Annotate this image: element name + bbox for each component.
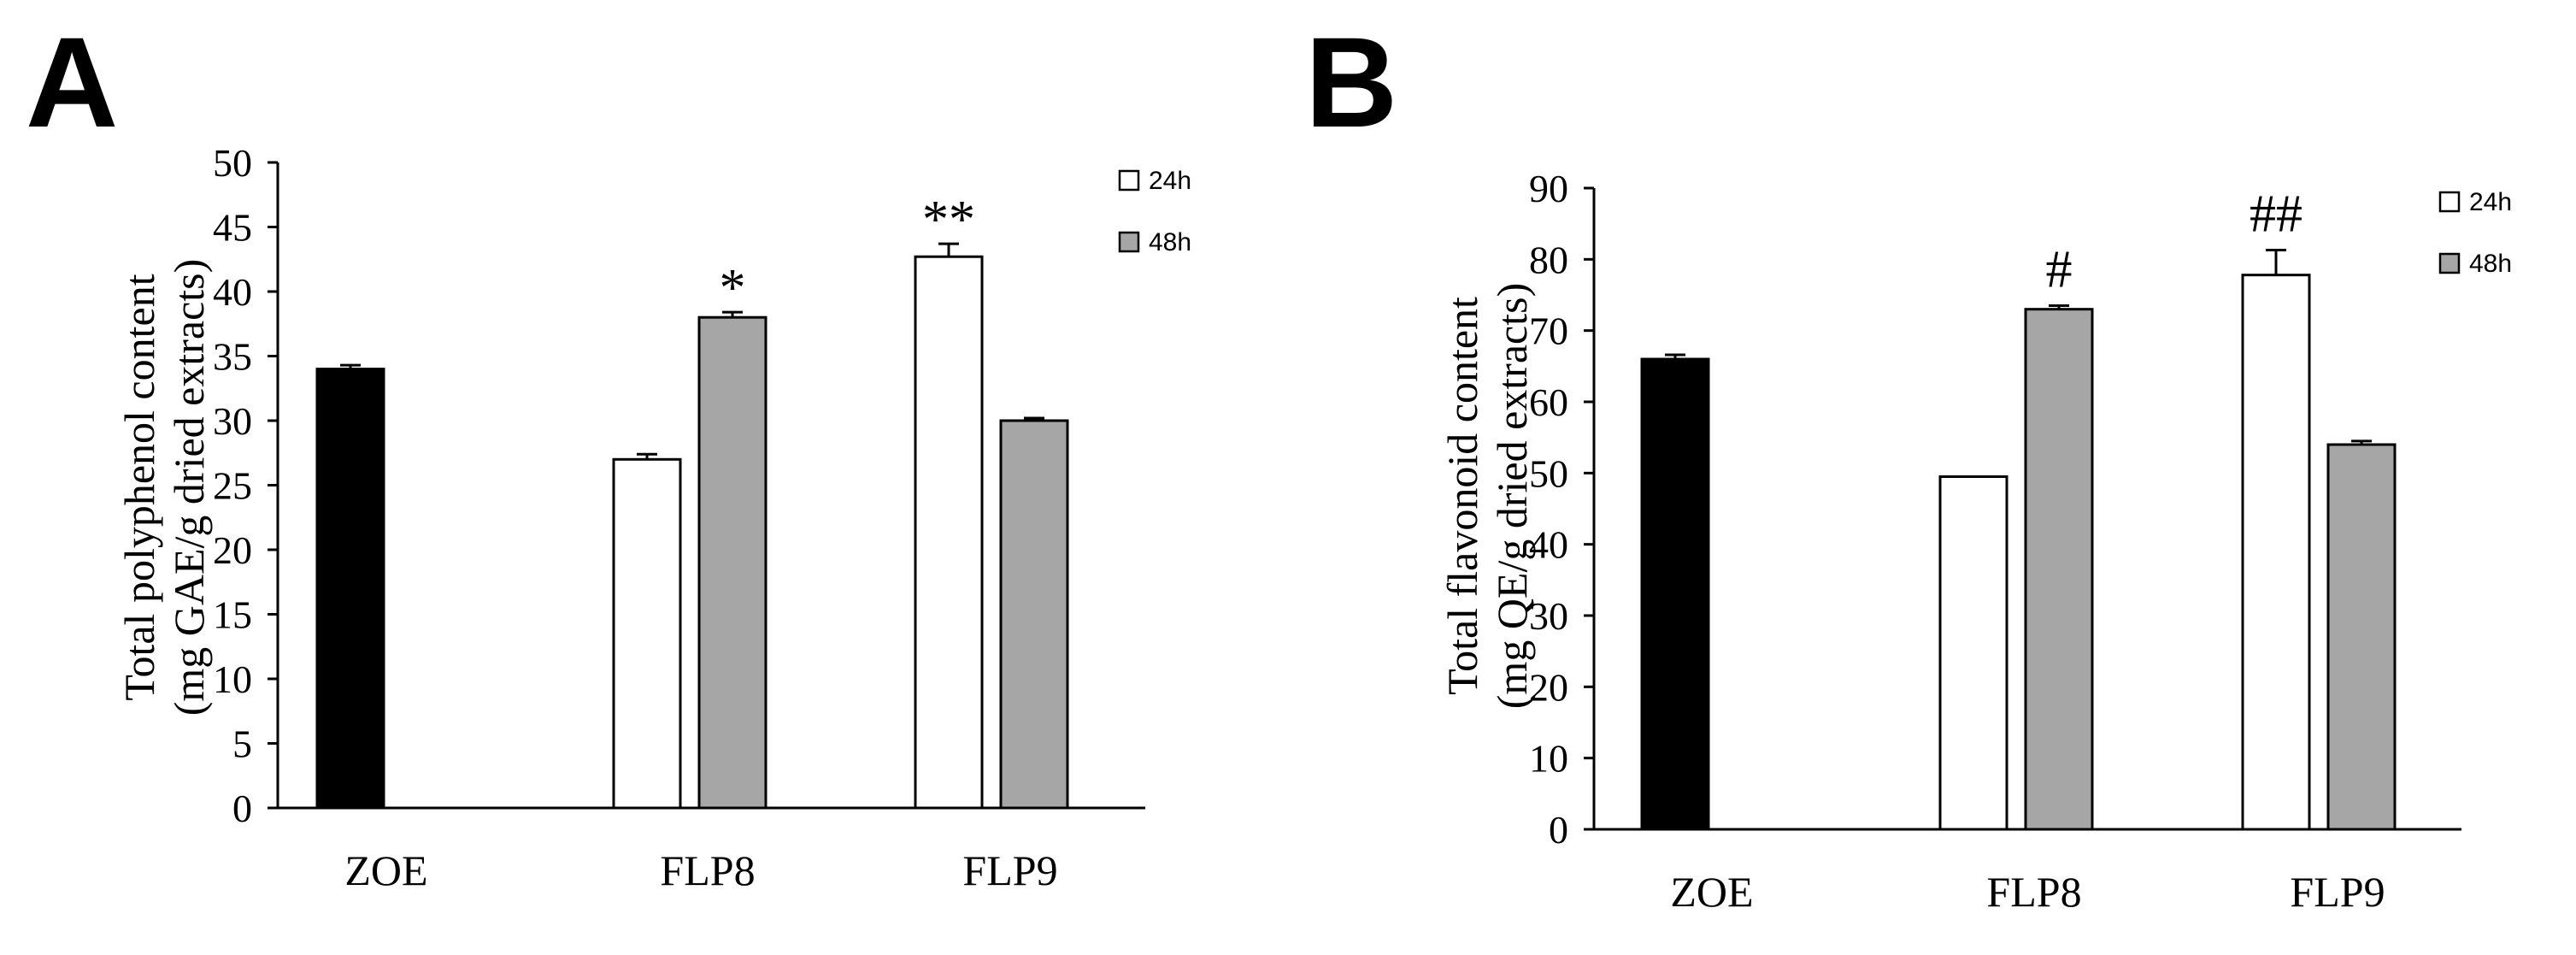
- y-tick-label: 40: [213, 270, 252, 314]
- y-tick-label: 20: [1529, 665, 1568, 709]
- bar-flp9-48h: [999, 419, 1069, 810]
- significance-mark: **: [922, 191, 975, 249]
- y-tick-label: 30: [213, 399, 252, 443]
- legend-label: 24h: [2469, 188, 2512, 216]
- bar-zoe-control: [315, 368, 385, 810]
- legend: 24h 48h: [1118, 167, 1191, 256]
- legend-label: 48h: [1149, 228, 1191, 256]
- bar-flp9-24h: [914, 255, 984, 810]
- legend-label: 24h: [1149, 167, 1191, 195]
- y-tick-label: 45: [213, 206, 252, 250]
- y-axis-label-line2: (mg QE/g dried extracts): [1488, 283, 1536, 709]
- x-tick-label: FLP8: [660, 846, 755, 894]
- chart-panel-b: B 0 10 20 30 40 50 60 70 80 90 ZOE FLP8 FLP9 Total fla…: [1305, 10, 2512, 916]
- y-axis-label-line1: Total polyphenol content: [115, 274, 163, 700]
- bar-flp8-24h: [612, 457, 682, 810]
- legend-swatch: [1118, 169, 1140, 192]
- y-tick-label: 0: [232, 787, 252, 830]
- bar-flp9-24h: [2241, 274, 2311, 831]
- x-tick-label: ZOE: [1670, 868, 1753, 916]
- bar-flp8-24h: [1938, 475, 2008, 831]
- x-tick-label: FLP8: [1986, 868, 2081, 916]
- legend-swatch: [2438, 252, 2461, 274]
- x-tick-label: FLP9: [2290, 868, 2385, 916]
- y-tick-label: 80: [1529, 238, 1568, 281]
- y-tick-label: 50: [213, 141, 252, 185]
- significance-mark: ##: [2250, 186, 2303, 244]
- chart-panel-a: A 0 5 10 15 20 25 30 35 40 45 50 ZOE FLP8 FLP9 Total po…: [26, 10, 1191, 894]
- y-tick-label: 5: [232, 722, 252, 766]
- panel-letter: A: [26, 10, 118, 154]
- y-tick-label: 10: [213, 657, 252, 701]
- y-tick-label: 40: [1529, 523, 1568, 567]
- x-tick-label: ZOE: [344, 846, 427, 894]
- y-tick-label: 0: [1549, 808, 1568, 852]
- x-tick-label: FLP9: [962, 846, 1057, 894]
- y-axis-label: Total flavonoid content(mg QE/g dried ex…: [1438, 283, 1536, 709]
- legend-label: 48h: [2469, 250, 2512, 278]
- legend-swatch: [2438, 191, 2461, 213]
- y-tick-label: 30: [1529, 594, 1568, 638]
- y-axis-label-line1: Total flavonoid content: [1438, 297, 1486, 695]
- legend-swatch: [1118, 231, 1140, 253]
- y-axis-label-line2: (mg GAE/g dried extracts): [165, 259, 213, 716]
- y-tick-label: 50: [1529, 451, 1568, 495]
- panel-letter: B: [1305, 10, 1397, 154]
- bar-flp8-48h: [2024, 308, 2094, 831]
- y-tick-label: 20: [213, 528, 252, 572]
- y-tick-label: 90: [1529, 167, 1568, 210]
- bar-flp9-48h: [2326, 443, 2397, 831]
- y-tick-label: 70: [1529, 309, 1568, 353]
- bar-flp8-48h: [697, 315, 768, 810]
- significance-mark: #: [2046, 241, 2073, 299]
- bar-zoe-control: [1640, 357, 1710, 831]
- legend: 24h 48h: [2438, 188, 2512, 278]
- y-tick-label: 15: [213, 593, 252, 637]
- y-axis-label: Total polyphenol content(mg GAE/g dried …: [115, 259, 213, 716]
- y-tick-label: 60: [1529, 380, 1568, 424]
- y-tick-label: 10: [1529, 737, 1568, 781]
- significance-mark: *: [720, 259, 746, 317]
- y-tick-label: 25: [213, 464, 252, 508]
- y-tick-label: 35: [213, 335, 252, 379]
